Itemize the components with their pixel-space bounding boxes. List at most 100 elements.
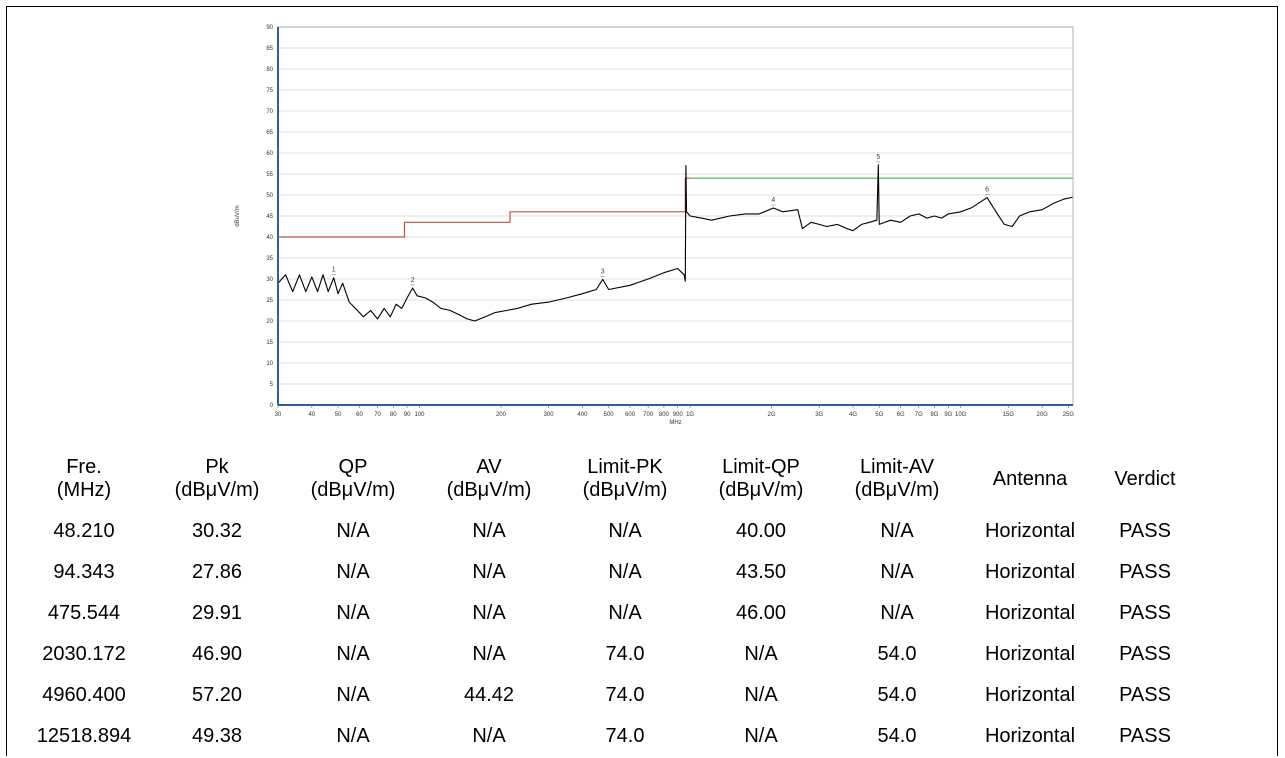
column-header-line: (dBμV/m) — [854, 479, 940, 501]
x-tick-label: 4G — [849, 412, 857, 418]
table-row: 475.544 29.91 N/A N/A N/A 46.00 N/A Horizontal P… — [19, 593, 1195, 634]
table-cell: Horizontal — [984, 602, 1076, 624]
table-cell: 30.32 — [191, 520, 243, 542]
column-header-line: Fre. — [66, 456, 102, 478]
marker-label: 3 — [601, 268, 605, 275]
table-cell: N/A — [472, 643, 506, 665]
table-cell: 49.38 — [191, 725, 243, 747]
table-cell: N/A — [608, 561, 642, 583]
table-cell: N/A — [880, 602, 914, 624]
y-tick-label: 20 — [266, 319, 273, 325]
column-header-line: AV — [476, 456, 502, 478]
y-tick-label: 25 — [266, 298, 273, 304]
table-cell: 27.86 — [191, 561, 243, 583]
table-cell: N/A — [472, 725, 506, 747]
column-header-line: (dBμV/m) — [310, 479, 396, 501]
table-cell: 40.00 — [735, 520, 787, 542]
table-cell: PASS — [1119, 561, 1171, 583]
table-cell: Horizontal — [984, 725, 1076, 747]
y-tick-label: 75 — [266, 88, 273, 94]
x-tick-label: 90 — [404, 412, 411, 418]
emission-chart: 0 5 10 15 20 25 30 35 40 45 50 55 60 65 70 75 80 85 90 30 40… — [227, 21, 1083, 441]
table-cell: N/A — [336, 643, 370, 665]
y-tick-label: 85 — [266, 46, 273, 52]
table-cell: Horizontal — [984, 643, 1076, 665]
table-cell: Horizontal — [984, 520, 1076, 542]
y-tick-label: 60 — [266, 151, 273, 157]
table-row: 2030.172 46.90 N/A N/A 74.0 N/A 54.0 Horizontal… — [19, 634, 1195, 675]
column-header: QP (dBμV/m) — [285, 447, 421, 511]
x-tick-label: 80 — [390, 412, 397, 418]
column-header-line: Limit-AV — [859, 456, 935, 478]
y-tick-label: 15 — [266, 340, 273, 346]
x-tick-label: 30 — [275, 412, 282, 418]
column-header-line: (dBμV/m) — [174, 479, 260, 501]
table-cell: 44.42 — [463, 684, 515, 706]
marker-label: 5 — [876, 154, 880, 161]
table-cell: Horizontal — [984, 561, 1076, 583]
table-cell: 2030.172 — [42, 643, 126, 665]
table-row: 94.343 27.86 N/A N/A N/A 43.50 N/A Horizontal PA… — [19, 552, 1195, 593]
x-tick-label: 10G — [955, 412, 967, 418]
x-tick-label: 2G — [768, 412, 776, 418]
x-tick-label: 100 — [414, 412, 425, 418]
table-cell: 54.0 — [877, 684, 917, 706]
x-tick-label: 500 — [604, 412, 615, 418]
column-header-line: (dBμV/m) — [446, 479, 532, 501]
table-cell: 29.91 — [191, 602, 243, 624]
column-header-line: (dBμV/m) — [718, 479, 804, 501]
series-line-2 — [277, 164, 1074, 322]
y-tick-label: 55 — [266, 172, 273, 178]
y-tick-label: 50 — [266, 193, 273, 199]
table-cell: 74.0 — [605, 684, 645, 706]
table-cell: 94.343 — [53, 561, 115, 583]
x-tick-label: 900 — [673, 412, 684, 418]
table-cell: PASS — [1119, 520, 1171, 542]
y-tick-label: 10 — [266, 361, 273, 367]
column-header-line: (MHz) — [56, 479, 112, 501]
x-tick-label: 800 — [659, 412, 670, 418]
x-tick-label: 25G — [1063, 412, 1075, 418]
marker-label: 6 — [985, 187, 989, 194]
column-header: Fre. (MHz) — [19, 447, 149, 511]
column-header: Antenna — [965, 447, 1095, 511]
x-tick-label: 7G — [915, 412, 923, 418]
x-tick-label: 6G — [897, 412, 905, 418]
x-tick-label: 200 — [496, 412, 507, 418]
table-body: 48.210 30.32 N/A N/A N/A 40.00 N/A Horizontal PA… — [19, 511, 1195, 757]
table-row: 12518.894 49.38 N/A N/A 74.0 N/A 54.0 Horizonta… — [19, 716, 1195, 757]
column-header-line: Verdict — [1114, 467, 1176, 490]
table-cell: N/A — [472, 602, 506, 624]
table-cell: 46.00 — [735, 602, 787, 624]
table-cell: PASS — [1119, 684, 1171, 706]
column-header-line: Antenna — [992, 467, 1068, 490]
y-tick-label: 5 — [270, 382, 274, 388]
y-tick-label: 70 — [266, 109, 273, 115]
table-cell: 4960.400 — [42, 684, 126, 706]
table-cell: 12518.894 — [36, 725, 132, 747]
table-cell: Horizontal — [984, 684, 1076, 706]
table-cell: N/A — [744, 643, 778, 665]
table-cell: N/A — [336, 725, 370, 747]
y-tick-label: 80 — [266, 67, 273, 73]
column-header: Pk (dBμV/m) — [149, 447, 285, 511]
x-tick-label: 70 — [374, 412, 381, 418]
table-cell: PASS — [1119, 602, 1171, 624]
y-tick-label: 0 — [270, 403, 274, 409]
x-tick-label: 700 — [643, 412, 654, 418]
table-row: 48.210 30.32 N/A N/A N/A 40.00 N/A Horizontal PA… — [19, 511, 1195, 552]
table-cell: 46.90 — [191, 643, 243, 665]
table-cell: N/A — [744, 725, 778, 747]
table-cell: N/A — [336, 561, 370, 583]
x-tick-label: 60 — [356, 412, 363, 418]
column-header: Limit-PK (dBμV/m) — [557, 447, 693, 511]
y-tick-label: 90 — [266, 25, 273, 31]
x-tick-label: 1G — [686, 412, 694, 418]
x-axis-label: MHz — [669, 420, 681, 426]
marker-label: 4 — [771, 197, 775, 204]
column-header-line: Limit-PK — [587, 456, 663, 478]
x-tick-label: 300 — [544, 412, 555, 418]
table-cell: N/A — [336, 602, 370, 624]
x-tick-label: 40 — [308, 412, 315, 418]
